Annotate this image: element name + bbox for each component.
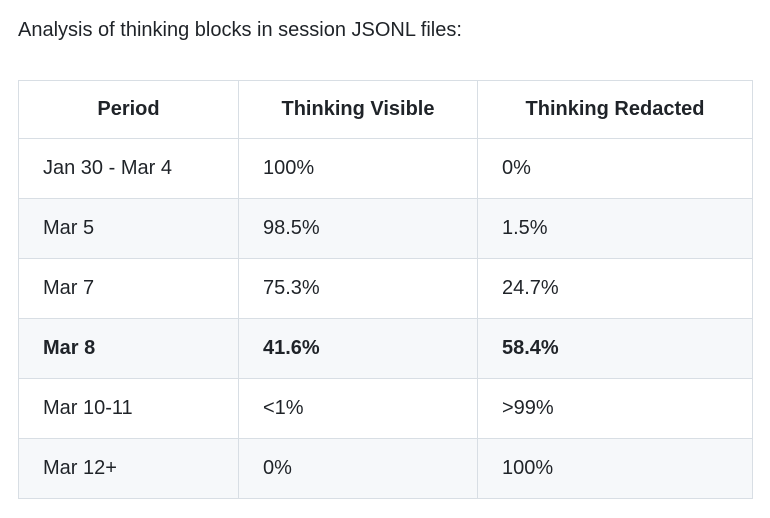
cell-thinking-visible: <1% xyxy=(238,378,478,439)
cell-thinking-redacted: 0% xyxy=(477,138,753,199)
cell-thinking-redacted: 24.7% xyxy=(477,258,753,319)
cell-thinking-visible: 98.5% xyxy=(238,198,478,259)
cell-thinking-redacted: >99% xyxy=(477,378,753,439)
table-body: Jan 30 - Mar 4 100% 0% Mar 5 98.5% 1.5% … xyxy=(18,138,753,499)
cell-thinking-redacted: 58.4% xyxy=(477,318,753,379)
table-row: Mar 5 98.5% 1.5% xyxy=(18,198,753,259)
cell-thinking-visible: 100% xyxy=(238,138,478,199)
cell-thinking-visible: 0% xyxy=(238,438,478,499)
cell-period: Jan 30 - Mar 4 xyxy=(18,138,239,199)
table-row: Jan 30 - Mar 4 100% 0% xyxy=(18,138,753,199)
table-row-highlighted: Mar 8 41.6% 58.4% xyxy=(18,318,753,379)
cell-thinking-visible: 41.6% xyxy=(238,318,478,379)
cell-period: Mar 10-11 xyxy=(18,378,239,439)
column-header-thinking-redacted: Thinking Redacted xyxy=(477,80,753,139)
cell-period: Mar 12+ xyxy=(18,438,239,499)
header-row: Period Thinking Visible Thinking Redacte… xyxy=(18,80,753,139)
thinking-analysis-table: Period Thinking Visible Thinking Redacte… xyxy=(18,80,753,499)
cell-thinking-redacted: 1.5% xyxy=(477,198,753,259)
table-row: Mar 10-11 <1% >99% xyxy=(18,378,753,439)
page-title: Analysis of thinking blocks in session J… xyxy=(18,19,462,41)
cell-period: Mar 5 xyxy=(18,198,239,259)
table-row: Mar 12+ 0% 100% xyxy=(18,438,753,499)
cell-thinking-redacted: 100% xyxy=(477,438,753,499)
table-row: Mar 7 75.3% 24.7% xyxy=(18,258,753,319)
table-header: Period Thinking Visible Thinking Redacte… xyxy=(18,80,753,139)
cell-thinking-visible: 75.3% xyxy=(238,258,478,319)
column-header-thinking-visible: Thinking Visible xyxy=(238,80,478,139)
cell-period: Mar 7 xyxy=(18,258,239,319)
cell-period: Mar 8 xyxy=(18,318,239,379)
column-header-period: Period xyxy=(18,80,239,139)
